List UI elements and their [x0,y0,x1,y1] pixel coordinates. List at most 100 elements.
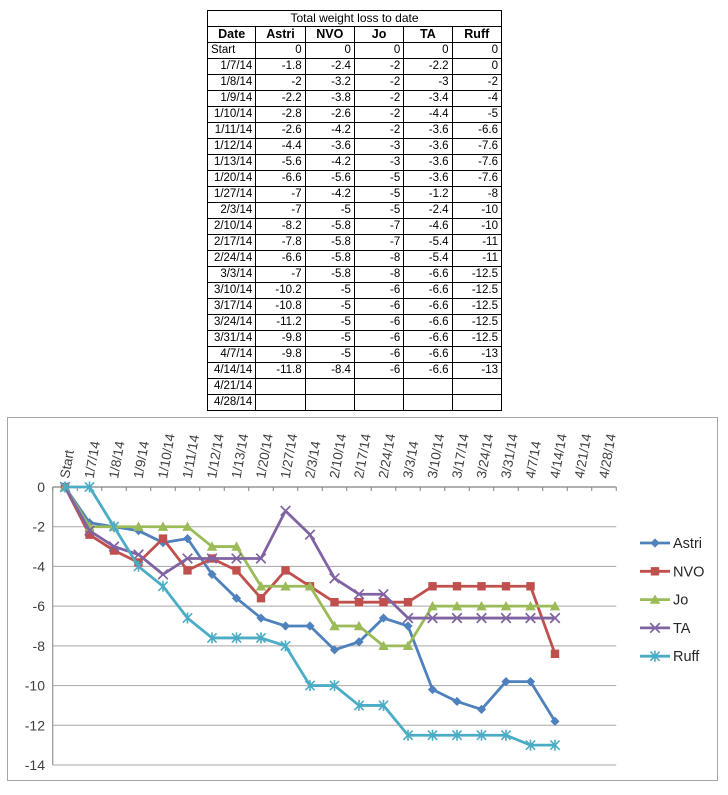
value-cell[interactable]: -7 [255,186,306,203]
value-cell[interactable] [304,378,355,395]
value-cell[interactable]: -8.4 [304,362,355,379]
value-cell[interactable]: -11 [451,234,503,251]
column-header-astri[interactable]: Astri [255,26,306,43]
value-cell[interactable]: -10.8 [255,298,306,315]
date-cell[interactable]: 4/14/14 [206,362,257,379]
value-cell[interactable]: -3.6 [403,154,453,171]
value-cell[interactable]: -2.2 [255,90,306,107]
value-cell[interactable]: -3 [353,138,405,155]
value-cell[interactable]: -3 [353,154,405,171]
value-cell[interactable] [403,394,453,411]
value-cell[interactable]: -2.2 [403,58,453,75]
date-cell[interactable]: 3/31/14 [206,330,257,347]
value-cell[interactable]: -2 [353,90,405,107]
value-cell[interactable]: -12.5 [451,266,503,283]
date-cell[interactable]: 1/12/14 [206,138,257,155]
date-cell[interactable]: 2/3/14 [206,202,257,219]
value-cell[interactable]: -2.6 [255,122,306,139]
value-cell[interactable]: -4.2 [304,122,355,139]
date-cell[interactable]: 2/17/14 [206,234,257,251]
value-cell[interactable]: -6.6 [403,314,453,331]
date-cell[interactable]: 1/27/14 [206,186,257,203]
value-cell[interactable]: -3.4 [403,90,453,107]
value-cell[interactable]: -9.8 [255,330,306,347]
value-cell[interactable]: -6.6 [255,250,306,267]
value-cell[interactable] [255,378,306,395]
column-header-nvo[interactable]: NVO [304,26,355,43]
value-cell[interactable]: 0 [255,42,306,59]
value-cell[interactable] [353,394,405,411]
date-cell[interactable]: 2/24/14 [206,250,257,267]
date-cell[interactable]: 2/10/14 [206,218,257,235]
value-cell[interactable]: -3.8 [304,90,355,107]
date-cell[interactable]: 3/17/14 [206,298,257,315]
value-cell[interactable]: -5 [353,186,405,203]
value-cell[interactable]: -3.6 [403,138,453,155]
chart-frame[interactable]: 0 -2 -4 -6 -8 -10 -12 -14 Start 1/7/14 1/8/14 1/9/1… [7,417,718,781]
value-cell[interactable] [403,378,453,395]
value-cell[interactable]: -13 [451,346,503,363]
value-cell[interactable]: 0 [451,58,503,75]
value-cell[interactable]: -6.6 [403,362,453,379]
value-cell[interactable] [353,378,405,395]
value-cell[interactable]: -7.6 [451,154,503,171]
date-cell[interactable]: 1/10/14 [206,106,257,123]
value-cell[interactable]: 0 [304,42,355,59]
value-cell[interactable]: -6 [353,314,405,331]
column-header-date[interactable]: Date [206,26,257,43]
value-cell[interactable]: -10 [451,202,503,219]
value-cell[interactable]: -2.8 [255,106,306,123]
value-cell[interactable]: -5.6 [304,170,355,187]
value-cell[interactable]: -4.4 [255,138,306,155]
date-cell[interactable]: 3/10/14 [206,282,257,299]
date-cell[interactable]: 1/13/14 [206,154,257,171]
value-cell[interactable]: -6.6 [403,346,453,363]
value-cell[interactable]: -5.8 [304,234,355,251]
value-cell[interactable]: -2.4 [304,58,355,75]
column-header-ruff[interactable]: Ruff [451,26,503,43]
value-cell[interactable] [255,394,306,411]
value-cell[interactable]: -8.2 [255,218,306,235]
value-cell[interactable]: -3.6 [304,138,355,155]
value-cell[interactable]: -3.6 [403,122,453,139]
value-cell[interactable]: -11 [451,250,503,267]
value-cell[interactable]: -12.5 [451,282,503,299]
value-cell[interactable]: -10 [451,218,503,235]
value-cell[interactable]: 0 [451,42,503,59]
value-cell[interactable]: -7 [353,234,405,251]
value-cell[interactable]: 0 [403,42,453,59]
value-cell[interactable]: -12.5 [451,298,503,315]
value-cell[interactable]: -6.6 [403,298,453,315]
value-cell[interactable]: -6.6 [403,282,453,299]
value-cell[interactable]: -2 [353,74,405,91]
value-cell[interactable]: -5 [304,314,355,331]
value-cell[interactable]: -9.8 [255,346,306,363]
value-cell[interactable]: -5 [451,106,503,123]
value-cell[interactable]: -7.6 [451,170,503,187]
date-cell[interactable]: 3/24/14 [206,314,257,331]
value-cell[interactable]: -4.6 [403,218,453,235]
value-cell[interactable]: -1.2 [403,186,453,203]
value-cell[interactable]: -5 [304,346,355,363]
value-cell[interactable]: -5 [304,282,355,299]
value-cell[interactable]: -6 [353,362,405,379]
value-cell[interactable]: -5.6 [255,154,306,171]
value-cell[interactable]: -5.8 [304,250,355,267]
value-cell[interactable]: -2 [451,74,503,91]
date-cell[interactable]: 4/7/14 [206,346,257,363]
value-cell[interactable]: -4.4 [403,106,453,123]
date-cell[interactable]: 4/28/14 [206,394,257,411]
table-title[interactable]: Total weight loss to date [207,10,502,27]
value-cell[interactable]: -6.6 [403,330,453,347]
value-cell[interactable]: -7 [353,218,405,235]
value-cell[interactable]: -5 [353,202,405,219]
value-cell[interactable]: -2 [255,74,306,91]
value-cell[interactable]: -12.5 [451,314,503,331]
value-cell[interactable]: -4.2 [304,154,355,171]
value-cell[interactable]: -13 [451,362,503,379]
value-cell[interactable]: -6.6 [255,170,306,187]
date-cell[interactable]: 4/21/14 [206,378,257,395]
value-cell[interactable]: -5.8 [304,218,355,235]
value-cell[interactable]: -10.2 [255,282,306,299]
value-cell[interactable]: -3 [403,74,453,91]
